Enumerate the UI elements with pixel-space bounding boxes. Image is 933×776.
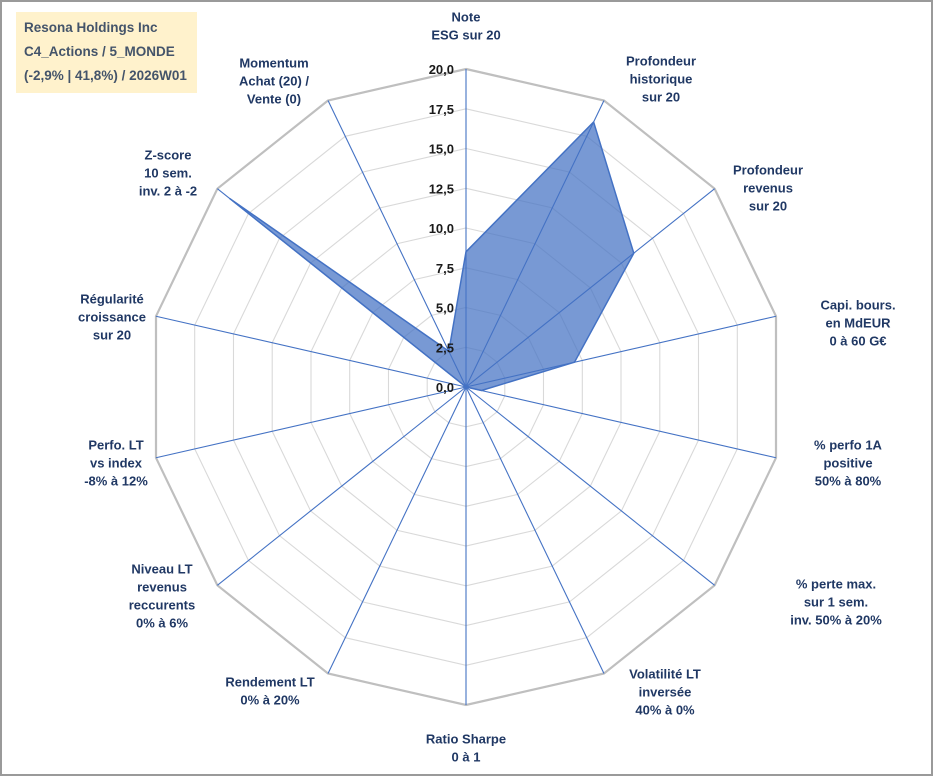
axis-label-line: inv. 2 à -2 xyxy=(139,184,197,199)
axis-label-line: Niveau LT xyxy=(131,562,192,577)
axis-label-line: sur 20 xyxy=(642,90,680,105)
axis-label-line: Momentum xyxy=(239,56,308,71)
axis-label-line: 0% à 6% xyxy=(136,616,188,631)
axis-spoke xyxy=(155,386,467,459)
axis-label-line: 0 à 60 G€ xyxy=(829,334,886,349)
stock-category-universe: C4_Actions / 5_MONDE xyxy=(24,44,175,59)
axis-label: % perte max. sur 1 sem. inv. 50% à 20% xyxy=(790,577,882,628)
axis-spoke xyxy=(327,100,467,388)
axis-label-line: inv. 50% à 20% xyxy=(790,613,882,628)
radial-tick-label: 10,0 xyxy=(429,221,454,236)
axis-spoke xyxy=(217,386,467,586)
axis-label-line: positive xyxy=(823,456,872,471)
radial-tick-label: 0,0 xyxy=(436,380,454,395)
axis-spoke xyxy=(155,315,467,388)
axis-label: Capi. bours. en MdEUR 0 à 60 G€ xyxy=(820,298,895,349)
axis-spoke xyxy=(465,386,715,586)
axis-label-line: revenus xyxy=(743,181,793,196)
radial-tick-label: 17,5 xyxy=(429,102,454,117)
axis-spoke xyxy=(327,386,467,674)
radial-tick-label: 5,0 xyxy=(436,301,454,316)
stock-performance-week: (-2,9% | 41,8%) / 2026W01 xyxy=(24,68,187,83)
axis-label-line: 0 à 1 xyxy=(452,750,481,765)
axis-label: Régularité croissance sur 20 xyxy=(78,292,146,343)
axis-label: Niveau LT revenus reccurents 0% à 6% xyxy=(129,562,195,631)
axis-label-line: Achat (20) / xyxy=(239,74,309,89)
axis-spoke xyxy=(465,386,605,674)
axis-label-line: historique xyxy=(630,72,693,87)
axis-label-line: vs index xyxy=(90,456,143,471)
radial-tick-label: 20,0 xyxy=(429,62,454,77)
radial-tick-label: 2,5 xyxy=(436,340,454,355)
axis-label-line: en MdEUR xyxy=(826,316,892,331)
stock-info-box: Resona Holdings Inc C4_Actions / 5_MONDE… xyxy=(16,12,197,93)
axis-label-line: ESG sur 20 xyxy=(431,28,500,43)
axis-label-line: % perte max. xyxy=(796,577,876,592)
axis-label-line: 10 sem. xyxy=(144,166,192,181)
axis-label-line: 40% à 0% xyxy=(635,703,695,718)
axis-label-line: -8% à 12% xyxy=(84,474,148,489)
axis-label-line: Vente (0) xyxy=(247,92,301,107)
axis-label-line: inversée xyxy=(639,685,692,700)
axis-label-line: Volatilité LT xyxy=(629,667,701,682)
axis-label-line: Profondeur xyxy=(626,54,696,69)
axis-label-line: Z-score xyxy=(145,148,192,163)
axis-label-line: revenus xyxy=(137,580,187,595)
axis-label-line: croissance xyxy=(78,310,146,325)
axis-spoke xyxy=(465,386,777,459)
axis-label-line: Perfo. LT xyxy=(88,438,143,453)
axis-label: Note ESG sur 20 xyxy=(431,10,500,43)
axis-label: Ratio Sharpe 0 à 1 xyxy=(426,732,506,765)
axis-label-line: 50% à 80% xyxy=(815,474,882,489)
axis-label-line: sur 20 xyxy=(749,199,787,214)
axis-label: Perfo. LT vs index -8% à 12% xyxy=(84,438,148,489)
axis-label: Profondeur revenus sur 20 xyxy=(733,163,803,214)
axis-label-line: sur 1 sem. xyxy=(804,595,868,610)
axis-label-line: Ratio Sharpe xyxy=(426,732,506,747)
axis-label: Z-score 10 sem. inv. 2 à -2 xyxy=(139,148,197,199)
radial-tick-label: 7,5 xyxy=(436,261,454,276)
axis-label-line: sur 20 xyxy=(93,328,131,343)
axis-label-line: Capi. bours. xyxy=(820,298,895,313)
axis-label-line: Note xyxy=(452,10,481,25)
radial-tick-label: 15,0 xyxy=(429,142,454,157)
data-series-polygon xyxy=(229,121,635,392)
radial-tick-label: 12,5 xyxy=(429,181,454,196)
axis-label-line: reccurents xyxy=(129,598,195,613)
axis-label: Volatilité LT inversée 40% à 0% xyxy=(629,667,701,718)
axis-label-line: Profondeur xyxy=(733,163,803,178)
axis-label: Profondeur historique sur 20 xyxy=(626,54,696,105)
axis-label-line: 0% à 20% xyxy=(240,693,300,708)
axis-label-line: % perfo 1A xyxy=(814,438,883,453)
stock-name: Resona Holdings Inc xyxy=(24,20,158,35)
axis-label: Momentum Achat (20) / Vente (0) xyxy=(239,56,309,107)
axis-label-line: Régularité xyxy=(80,292,144,307)
axis-label: Rendement LT 0% à 20% xyxy=(225,675,314,708)
axis-label-line: Rendement LT xyxy=(225,675,314,690)
axis-label: % perfo 1A positive 50% à 80% xyxy=(814,438,883,489)
